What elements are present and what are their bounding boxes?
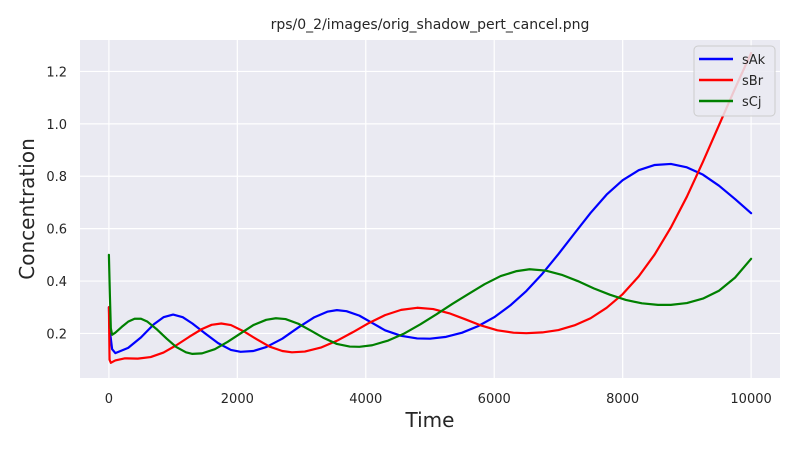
- x-tick-label: 10000: [730, 392, 771, 407]
- legend-label-sCj: sCj: [742, 95, 761, 110]
- legend-label-sAk: sAk: [742, 53, 766, 68]
- chart-title: rps/0_2/images/orig_shadow_pert_cancel.p…: [271, 17, 590, 33]
- y-tick-label: 1.2: [46, 65, 67, 80]
- x-tick-label: 6000: [478, 392, 511, 407]
- y-tick-labels: 0.2 0.4 0.6 0.8 1.0 1.2: [46, 65, 67, 342]
- series-line-sCj: [107, 253, 753, 355]
- legend: sAk sBr sCj: [693, 45, 776, 117]
- x-tick-label: 0: [105, 392, 113, 407]
- x-tick-label: 4000: [349, 392, 382, 407]
- y-tick-label: 0.2: [46, 327, 67, 342]
- series-line-sAk: [107, 162, 753, 355]
- y-tick-label: 1.0: [46, 118, 67, 133]
- y-tick-label: 0.6: [46, 223, 67, 238]
- x-tick-label: 2000: [221, 392, 254, 407]
- legend-frame: [693, 45, 776, 117]
- x-axis-label: Time: [405, 408, 455, 432]
- y-tick-label: 0.8: [46, 170, 67, 185]
- plot-background: [80, 40, 780, 378]
- x-tick-label: 8000: [606, 392, 639, 407]
- series-layer: [107, 51, 753, 364]
- y-axis-label: Concentration: [15, 138, 39, 279]
- y-tick-label: 0.4: [46, 275, 67, 290]
- legend-label-sBr: sBr: [742, 74, 764, 89]
- x-tick-labels: 0 2000 4000 6000 8000 10000: [105, 392, 772, 407]
